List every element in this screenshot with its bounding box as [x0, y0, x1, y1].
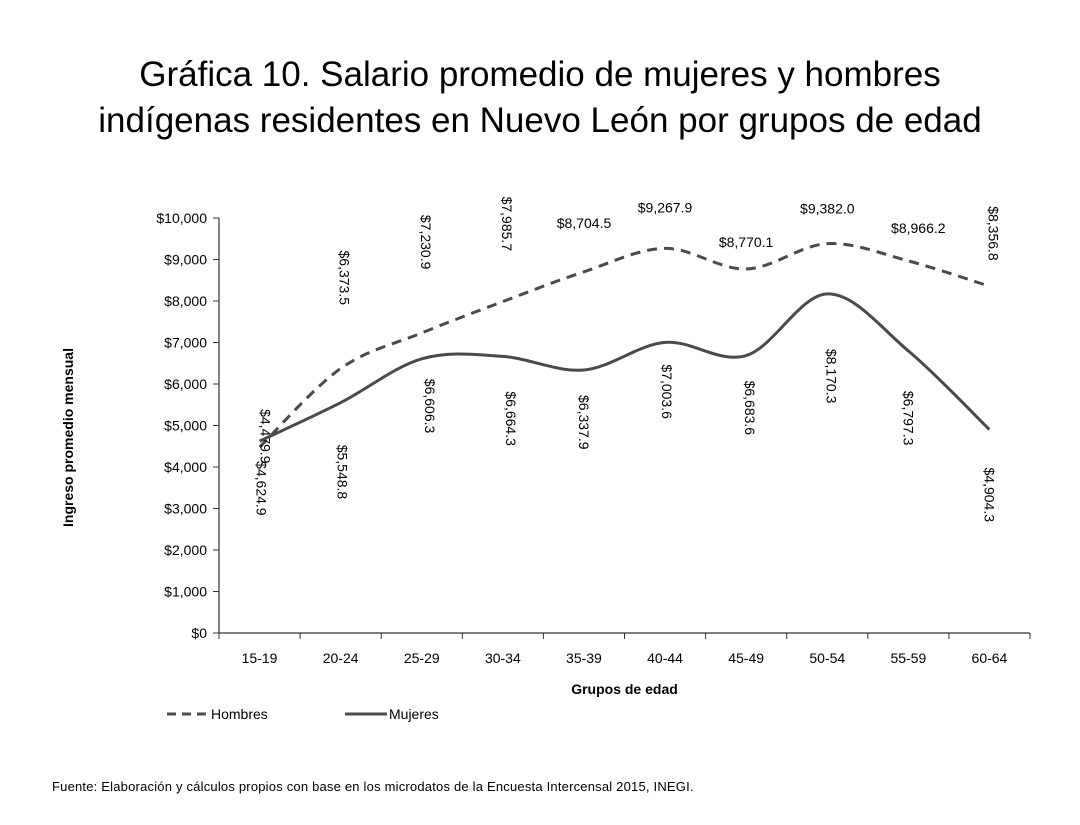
- x-tick-label: 40-44: [647, 650, 683, 666]
- series-line-hombres: [258, 242, 990, 449]
- data-label-hombres: $8,770.1: [719, 234, 774, 250]
- x-tick-label: 15-19: [242, 650, 278, 666]
- data-label-hombres: $8,356.8: [985, 206, 1001, 261]
- y-tick-label: $6,000: [164, 376, 207, 392]
- data-label-mujeres: $7,003.6: [659, 364, 675, 419]
- x-axis-title: Grupos de edad: [571, 681, 678, 697]
- data-label-hombres: $9,267.9: [638, 199, 693, 215]
- data-label-mujeres: $8,170.3: [823, 349, 839, 404]
- data-label-mujeres: $6,337.9: [576, 395, 592, 450]
- y-tick-label: $2,000: [164, 542, 207, 558]
- data-label-mujeres: $6,606.3: [422, 379, 438, 434]
- data-label-mujeres: $4,904.3: [981, 468, 997, 523]
- y-tick-label: $5,000: [164, 418, 207, 434]
- data-label-hombres: $8,966.2: [891, 220, 946, 236]
- data-label-hombres: $6,373.5: [337, 251, 353, 306]
- chart-title-line-1: Gráfica 10. Salario promedio de mujeres …: [139, 55, 941, 94]
- data-label-hombres: $9,382.0: [800, 201, 855, 217]
- data-label-hombres: $7,985.7: [499, 197, 515, 252]
- data-label-hombres: $7,230.9: [418, 215, 434, 270]
- y-axis-title: Ingreso promedio mensual: [60, 348, 76, 527]
- y-tick-label: $3,000: [164, 501, 207, 517]
- legend-label-hombres: Hombres: [211, 706, 268, 722]
- x-tick-label: 25-29: [404, 650, 440, 666]
- y-tick-label: $9,000: [164, 252, 207, 268]
- chart-title-line-2: indígenas residentes en Nuevo León por g…: [98, 101, 982, 140]
- y-tick-label: $10,000: [156, 210, 207, 226]
- data-label-mujeres: $6,797.3: [900, 391, 916, 446]
- chart-title: Gráfica 10. Salario promedio de mujeres …: [0, 52, 1080, 144]
- legend-label-mujeres: Mujeres: [389, 706, 439, 722]
- y-tick-label: $1,000: [164, 584, 207, 600]
- x-tick-label: 50-54: [809, 650, 845, 666]
- y-tick-label: $8,000: [164, 293, 207, 309]
- x-tick-label: 30-34: [485, 650, 521, 666]
- data-label-mujeres: $4,624.9: [254, 461, 270, 516]
- y-tick-label: $0: [191, 625, 207, 641]
- data-label-mujeres: $5,548.8: [335, 445, 351, 500]
- x-tick-label: 55-59: [890, 650, 926, 666]
- data-label-hombres: $4,479.9: [258, 409, 274, 464]
- x-tick-label: 35-39: [566, 650, 602, 666]
- source-note: Fuente: Elaboración y cálculos propios c…: [52, 779, 694, 794]
- data-label-hombres: $8,704.5: [557, 215, 612, 231]
- x-tick-label: 20-24: [323, 650, 359, 666]
- data-label-mujeres: $6,683.6: [742, 381, 758, 436]
- y-tick-label: $7,000: [164, 335, 207, 351]
- y-tick-label: $4,000: [164, 459, 207, 475]
- data-label-mujeres: $6,664.3: [503, 391, 519, 446]
- x-tick-label: 60-64: [972, 650, 1008, 666]
- series-line-mujeres: [258, 292, 991, 443]
- x-tick-label: 45-49: [728, 650, 764, 666]
